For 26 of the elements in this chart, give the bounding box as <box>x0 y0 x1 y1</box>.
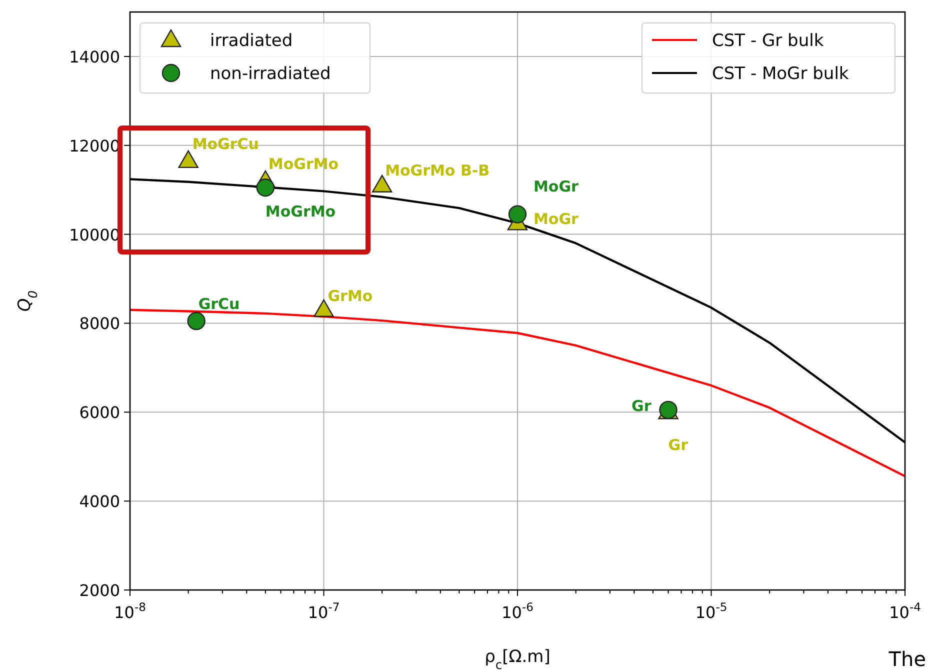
x-tick-label: 10$^{-6}$ <box>502 600 534 622</box>
legend-label: CST - Gr bulk <box>712 31 824 51</box>
y-tick-label: 14000 <box>69 47 120 66</box>
data-label: MoGrCu <box>192 134 259 153</box>
data-label: MoGr <box>534 177 580 196</box>
y-tick-label: 2000 <box>79 581 120 600</box>
x-axis-title: ρ$_{c}$[Ω.m] <box>484 647 550 670</box>
data-label: MoGrMo <box>265 202 336 221</box>
legend-label: CST - MoGr bulk <box>712 64 849 84</box>
x-tick-label: 10$^{-8}$ <box>114 600 146 622</box>
data-label: GrMo <box>328 286 373 305</box>
data-label: MoGrMo <box>268 154 339 173</box>
y-tick-label: 8000 <box>79 314 120 334</box>
data-label: GrCu <box>198 295 240 314</box>
data-label: MoGrMo B-B <box>385 161 490 180</box>
data-label: Gr <box>632 396 652 415</box>
data-label: MoGr <box>534 210 580 228</box>
x-tick-label: 10$^{-4}$ <box>889 600 921 622</box>
y-tick-label: 4000 <box>79 492 120 512</box>
x-tick-label: 10$^{-7}$ <box>308 600 340 622</box>
x-tick-label: 10$^{-5}$ <box>695 600 728 622</box>
text: The <box>888 647 926 670</box>
legend-label: irradiated <box>210 31 293 51</box>
y-tick-label: 6000 <box>79 403 120 422</box>
data-label: Gr <box>668 436 689 454</box>
legend-label: non-irradiated <box>210 64 331 84</box>
